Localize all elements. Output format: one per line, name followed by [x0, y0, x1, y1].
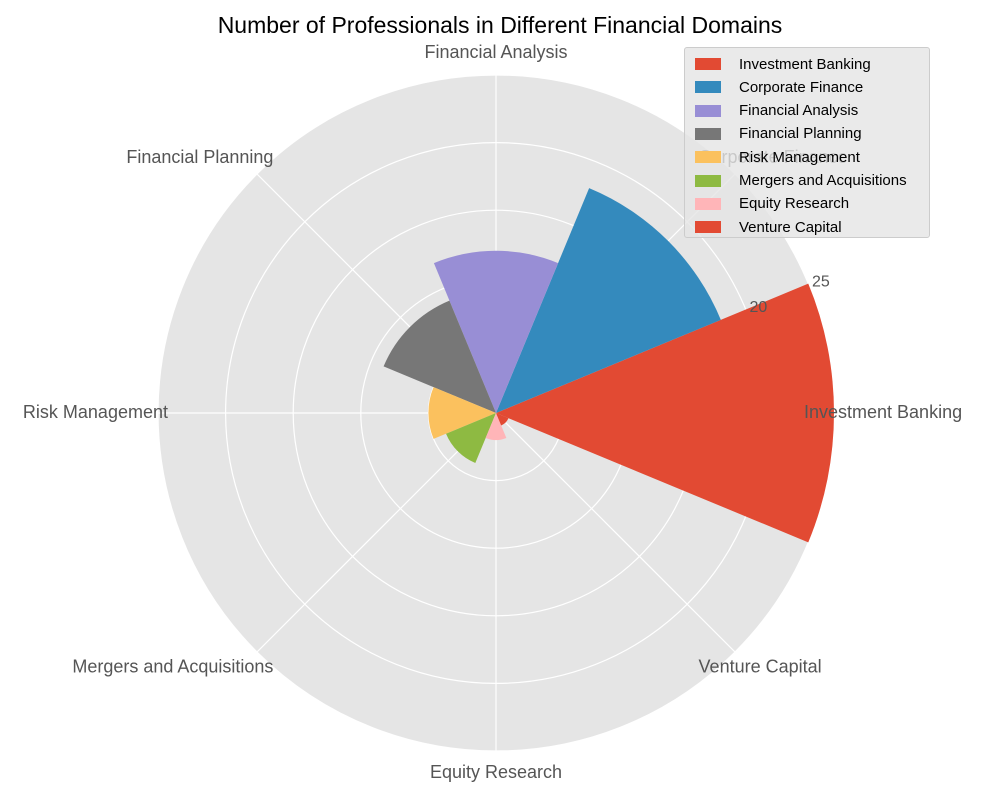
- legend-swatch: [695, 81, 721, 94]
- category-label: Equity Research: [430, 762, 562, 782]
- legend-label: Corporate Finance: [739, 78, 864, 96]
- grid-spoke: [256, 412, 497, 653]
- bars: [383, 188, 834, 543]
- legend-label: Mergers and Acquisitions: [739, 172, 907, 189]
- bar-investment-banking: [496, 283, 834, 543]
- legend-item: Risk Management: [695, 147, 860, 167]
- legend-swatch: [695, 221, 721, 234]
- radial-tick-label: 20: [750, 299, 768, 316]
- legend-swatch: [695, 127, 721, 140]
- legend-label: Financial Analysis: [739, 102, 859, 120]
- legend-swatch: [695, 104, 721, 117]
- grid-spoke: [495, 412, 736, 653]
- bar-financial-analysis: [433, 250, 559, 413]
- legend-label: Equity Research: [739, 195, 850, 213]
- bar-corporate-finance: [496, 188, 721, 413]
- legend-label: Financial Planning: [739, 125, 862, 143]
- bar-mergers-and-acquisitions: [446, 413, 496, 463]
- bar-equity-research: [485, 413, 507, 441]
- legend-item: Financial Analysis: [695, 101, 858, 121]
- legend-item: Financial Planning: [695, 124, 862, 144]
- legend-item: Venture Capital: [695, 217, 842, 237]
- category-label: Risk Management: [23, 402, 168, 422]
- chart-title: Number of Professionals in Different Fin…: [217, 12, 783, 38]
- legend-label: Risk Management: [739, 148, 860, 166]
- bar-venture-capital: [496, 413, 509, 426]
- category-label: Venture Capital: [699, 656, 822, 676]
- legend-label: Investment Banking: [739, 55, 871, 73]
- bar-risk-management: [428, 387, 496, 439]
- legend-item: Equity Research: [695, 194, 849, 214]
- legend-swatch: [695, 58, 721, 70]
- bar-financial-planning: [383, 300, 496, 413]
- legend-swatch: [695, 151, 721, 164]
- legend-label: Venture Capital: [739, 218, 842, 236]
- category-label: Financial Planning: [126, 147, 273, 167]
- category-label: Financial Analysis: [424, 42, 567, 62]
- legend-swatch: [695, 174, 721, 187]
- legend-item: Investment Banking: [695, 54, 871, 74]
- category-label: Investment Banking: [804, 402, 962, 422]
- legend-swatch: [695, 197, 721, 210]
- legend: Investment Banking Corporate Finance Finan…: [684, 47, 930, 238]
- legend-item: Mergers and Acquisitions: [695, 171, 907, 191]
- legend-item: Corporate Finance: [695, 77, 863, 97]
- category-label: Mergers and Acquisitions: [72, 656, 273, 676]
- radial-tick-label: 25: [812, 273, 830, 290]
